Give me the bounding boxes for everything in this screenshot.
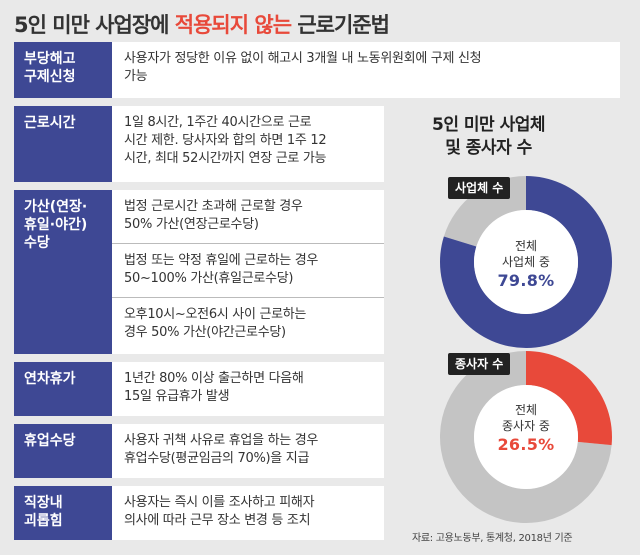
row-desc: 1년간 80% 이상 출근하면 다음해 15일 유급휴가 발생	[112, 362, 384, 416]
pie-slice-rest	[440, 351, 612, 523]
pie-value-label: 79.8%	[497, 271, 555, 290]
business-count-pie-chart	[440, 176, 612, 348]
page-title: 5인 미만 사업장에 적용되지 않는 근로기준법	[14, 9, 390, 39]
row-label: 근로시간	[14, 106, 112, 182]
row-label: 연차휴가	[14, 362, 112, 416]
row-desc: 1일 8시간, 1주간 40시간으로 근로 시간 제한. 당사자와 합의 하면 …	[112, 106, 384, 182]
row-desc-overtime: 법정 근로시간 초과해 근로할 경우 50% 가산(연장근로수당)	[112, 190, 384, 244]
row-label: 직장내 괴롭힘	[14, 486, 112, 540]
pie-slice-value	[440, 176, 612, 348]
row-desc-holiday: 법정 또는 약정 휴일에 근로하는 경우 50~100% 가산(휴일근로수당)	[112, 244, 384, 298]
row-desc-night: 오후10시~오전6시 사이 근로하는 경우 50% 가산(야간근로수당)	[112, 298, 384, 354]
row-desc: 사용자 귀책 사유로 휴업을 하는 경우 휴업수당(평균임금의 70%)을 지급	[112, 424, 384, 478]
row-label: 휴업수당	[14, 424, 112, 478]
pie-center-businesses: 전체 사업체 중 79.8%	[476, 238, 576, 291]
row-label: 가산(연장· 휴일·야간) 수당	[14, 190, 112, 354]
pie-slice-value	[526, 351, 612, 446]
row-label: 부당해고 구제신청	[14, 42, 112, 98]
pie-value-label: 26.5%	[497, 435, 555, 454]
pie-tag-workers: 종사자 수	[448, 353, 511, 375]
title-suffix: 근로기준법	[291, 13, 390, 37]
pie-center-hole	[474, 385, 578, 489]
pie-center-label: 전체 종사자 중	[502, 403, 550, 433]
row-desc: 사용자가 정당한 이유 없이 해고시 3개월 내 노동위원회에 구제 신청 가능	[112, 42, 620, 98]
pie-center-label: 전체 사업체 중	[502, 239, 550, 269]
pie-tag-businesses: 사업체 수	[448, 177, 511, 199]
row-desc: 사용자는 즉시 이를 조사하고 피해자 의사에 따라 근무 장소 변경 등 조치	[112, 486, 384, 540]
source-note: 자료: 고용노동부, 통계청, 2018년 기준	[412, 533, 573, 544]
stats-title: 5인 미만 사업체 및 종사자 수	[432, 115, 546, 158]
title-highlight: 적용되지 않는	[174, 13, 292, 37]
pie-center-workers: 전체 종사자 중 26.5%	[476, 402, 576, 455]
title-prefix: 5인 미만 사업장에	[14, 13, 175, 37]
worker-count-pie-chart	[440, 351, 612, 523]
pie-center-hole	[474, 210, 578, 314]
